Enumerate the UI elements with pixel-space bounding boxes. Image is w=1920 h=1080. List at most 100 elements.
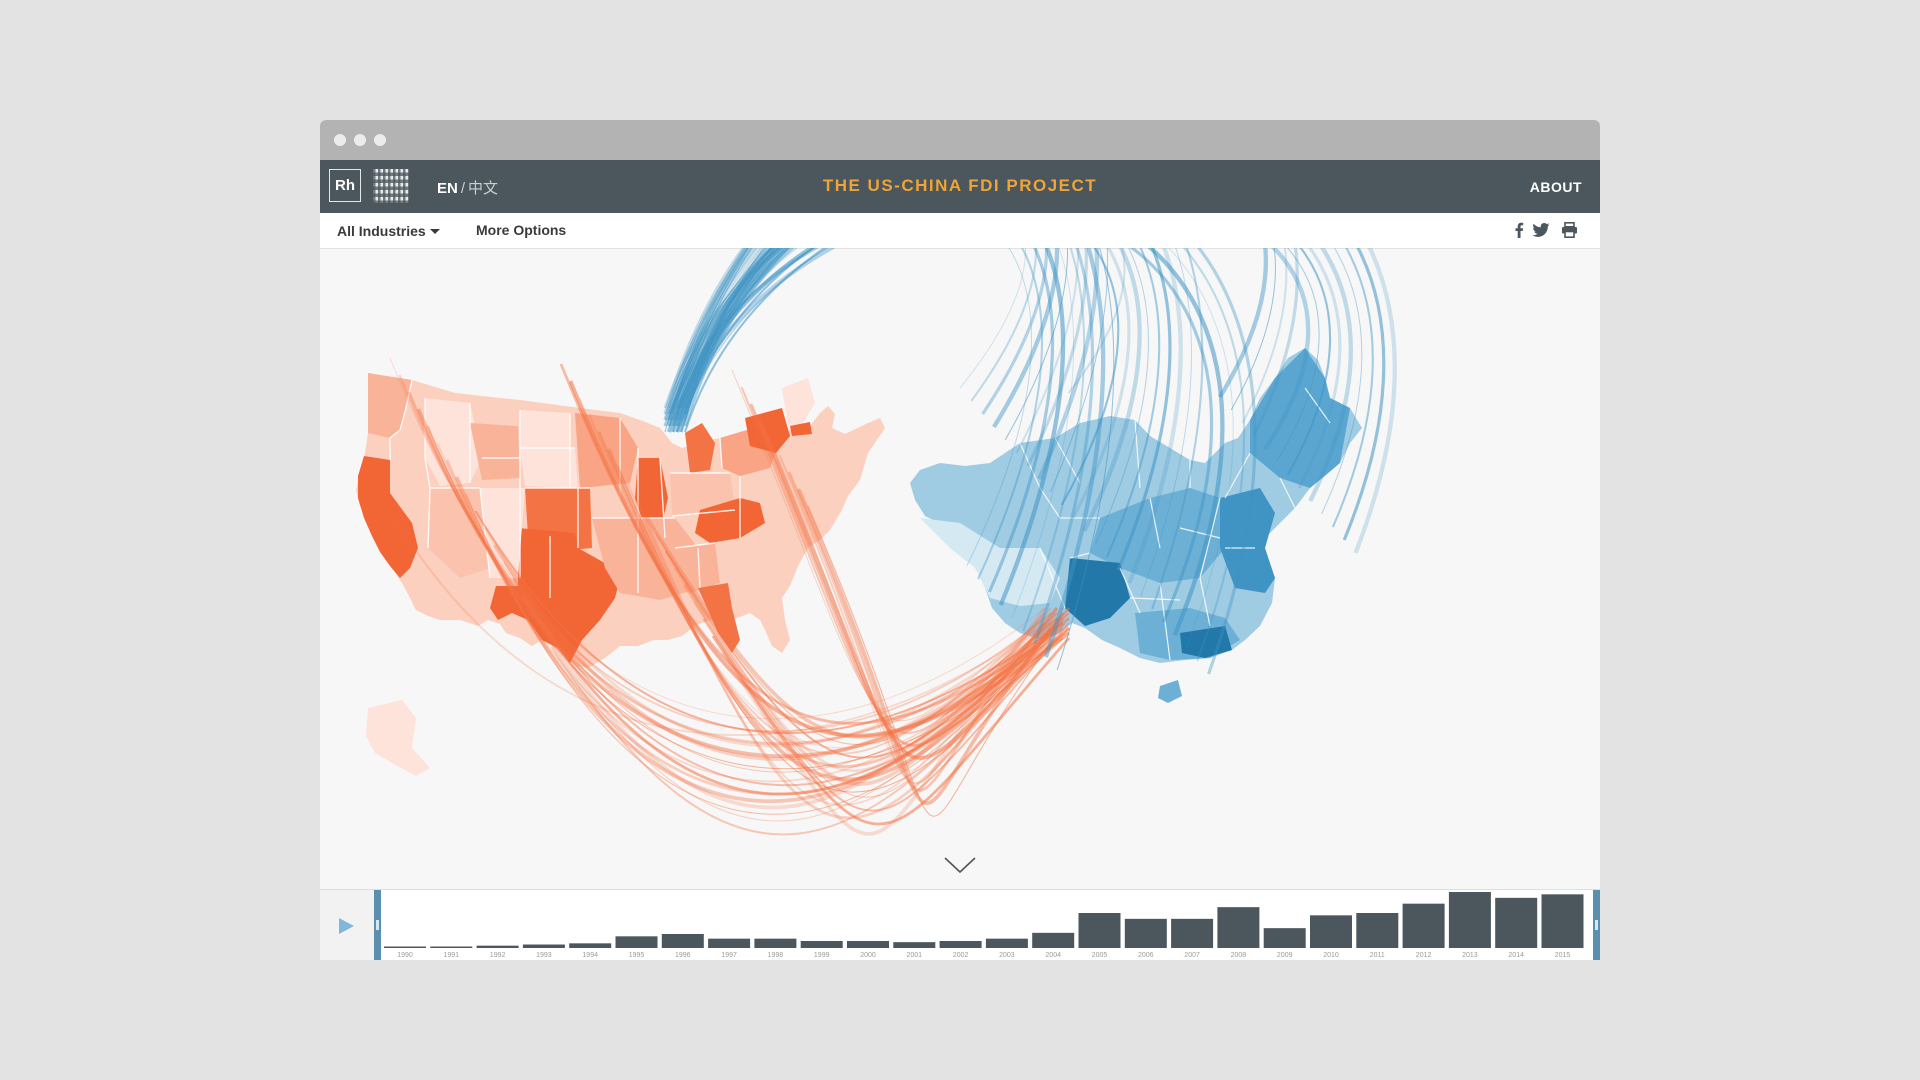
more-options-button[interactable]: More Options <box>476 222 567 238</box>
us-region-mountain-2[interactable] <box>470 423 520 480</box>
us-florida[interactable] <box>698 583 740 653</box>
timeline-year-label: 2009 <box>1277 952 1293 959</box>
print-icon[interactable] <box>1561 222 1578 238</box>
flow-arc <box>671 248 1172 571</box>
timeline-bar[interactable] <box>1541 894 1584 948</box>
timeline-bar[interactable] <box>1078 913 1121 948</box>
timeline-bar[interactable] <box>1356 913 1399 948</box>
flow-arc <box>655 533 1064 745</box>
china-west-region[interactable] <box>920 518 1060 606</box>
flow-arc <box>588 414 1052 755</box>
flow-arc <box>758 420 1071 760</box>
facebook-icon[interactable] <box>1514 222 1524 238</box>
us-region-west[interactable] <box>368 373 412 438</box>
timeline-bar[interactable] <box>1217 907 1260 948</box>
timeline-bar[interactable] <box>430 946 473 949</box>
flow-arc <box>693 601 1058 798</box>
flow-arc <box>672 248 1115 671</box>
flow-arc <box>663 248 1342 489</box>
flow-arc <box>663 248 1088 467</box>
us-michigan[interactable] <box>685 423 715 473</box>
us-virginia-nc[interactable] <box>695 498 765 543</box>
timeline-bar[interactable] <box>1032 932 1075 948</box>
flow-arc <box>664 248 1149 545</box>
timeline-year-label: 1993 <box>536 952 552 959</box>
flow-arc <box>682 583 1053 786</box>
timeline-bar[interactable] <box>1171 918 1214 948</box>
qr-code-icon[interactable] <box>373 169 409 203</box>
china-guangdong[interactable] <box>1180 626 1232 658</box>
timeline-range-end-handle[interactable] <box>1593 890 1600 960</box>
timeline-bar[interactable] <box>939 941 982 948</box>
us-new-york[interactable] <box>745 408 790 453</box>
us-region-plains[interactable] <box>520 410 570 448</box>
us-california[interactable] <box>358 456 418 578</box>
timeline-bar[interactable] <box>476 945 519 948</box>
timeline-bar[interactable] <box>384 946 426 949</box>
timeline-bar[interactable] <box>1310 915 1352 948</box>
us-region-new-england[interactable] <box>782 378 815 428</box>
timeline-bar[interactable] <box>985 938 1028 948</box>
lang-zh-link[interactable]: 中文 <box>468 180 499 197</box>
timeline-bar[interactable] <box>754 938 797 948</box>
timeline-bar[interactable] <box>569 943 612 948</box>
flow-arc <box>684 248 1331 476</box>
flow-arc <box>769 437 1046 772</box>
us-texas[interactable] <box>490 528 620 663</box>
timeline-bar[interactable] <box>708 938 751 948</box>
timeline-bar[interactable] <box>661 934 704 948</box>
flow-arc <box>679 248 1386 541</box>
window-chrome <box>320 120 1600 160</box>
industries-dropdown[interactable]: All Industries <box>337 223 440 239</box>
timeline-year-label: 2004 <box>1045 952 1061 959</box>
us-alaska[interactable] <box>366 700 430 776</box>
timeline-bar[interactable] <box>522 944 565 949</box>
window-dot-icon[interactable] <box>334 134 346 146</box>
flow-arc <box>671 248 1299 437</box>
us-region-southeast[interactable] <box>592 518 700 600</box>
us-region-mountain[interactable] <box>425 398 482 486</box>
window-dot-icon[interactable] <box>354 134 366 146</box>
browser-window: Rh EN / 中文 THE US-CHINA FDI PROJECT ABOUT … <box>320 120 1600 960</box>
china-east-region[interactable] <box>1220 488 1275 593</box>
flow-arc <box>512 578 1064 787</box>
page-title: THE US-CHINA FDI PROJECT <box>822 176 1098 195</box>
flow-arc <box>568 380 1071 738</box>
timeline-bar[interactable] <box>1263 928 1306 948</box>
lang-en-link[interactable]: EN <box>437 180 458 197</box>
chevron-down-icon[interactable] <box>944 857 976 874</box>
china-hainan[interactable] <box>1158 680 1182 703</box>
twitter-icon[interactable] <box>1532 222 1550 238</box>
timeline-range-start-handle[interactable] <box>374 890 381 960</box>
timeline-bar[interactable] <box>1495 897 1538 948</box>
flow-arc <box>680 248 1192 597</box>
timeline-bar[interactable] <box>615 936 658 948</box>
window-dot-icon[interactable] <box>374 134 386 146</box>
us-region-plains-2[interactable] <box>520 448 578 488</box>
timeline-bar[interactable] <box>1124 918 1167 948</box>
play-button[interactable] <box>320 890 374 960</box>
timeline-bar[interactable] <box>800 941 843 948</box>
rhodium-logo[interactable]: Rh <box>329 169 361 202</box>
flow-arc <box>807 505 1070 817</box>
timeline-bar[interactable] <box>1448 892 1491 948</box>
timeline-year-label: 1991 <box>444 952 460 959</box>
china-map[interactable] <box>910 348 1362 703</box>
flow-arc <box>683 248 1079 454</box>
caret-down-icon <box>429 229 440 234</box>
china-sichuan[interactable] <box>1065 558 1130 626</box>
us-illinois[interactable] <box>635 458 668 533</box>
flow-map-canvas <box>356 248 1397 874</box>
timeline-bar[interactable] <box>893 942 936 948</box>
us-massachusetts[interactable] <box>790 422 812 436</box>
timeline-year-label: 2000 <box>860 952 876 959</box>
flow-arc <box>483 527 1046 748</box>
timeline-bar[interactable] <box>847 941 889 948</box>
about-link[interactable]: ABOUT <box>1529 179 1582 195</box>
us-region-georgia[interactable] <box>675 543 720 593</box>
flow-arc <box>474 510 1070 734</box>
us-region-southwest[interactable] <box>428 488 490 578</box>
flow-arc <box>667 248 1160 558</box>
timeline-bar[interactable] <box>1402 903 1445 948</box>
us-map[interactable] <box>356 373 885 776</box>
